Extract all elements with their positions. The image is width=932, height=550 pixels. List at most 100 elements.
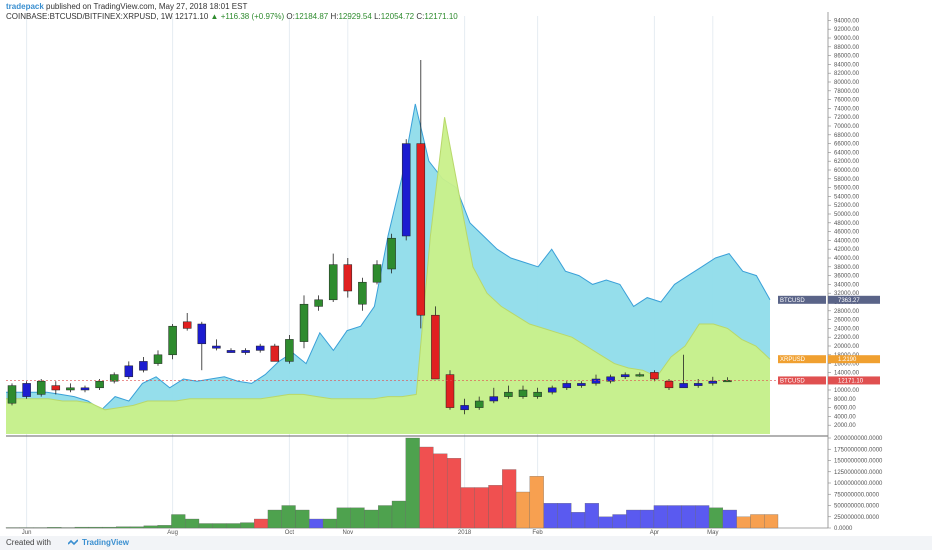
candle-body <box>372 264 382 283</box>
candle <box>635 372 645 377</box>
volume-series <box>5 437 779 529</box>
candle-body <box>401 143 411 237</box>
volume-bar <box>612 514 627 529</box>
volume-bar <box>378 505 393 529</box>
price-tick-label: 54000.00 <box>834 194 860 200</box>
price-tick-label: 46000.00 <box>834 230 860 236</box>
candle <box>182 313 192 331</box>
candle-body <box>7 385 17 404</box>
candle-body <box>66 387 75 391</box>
price-tick-label: 48000.00 <box>834 221 860 227</box>
candle <box>474 396 484 410</box>
ohlc-line: COINBASE:BTCUSD/BITFINEX:XRPUSD, 1W 1217… <box>6 12 826 22</box>
volume-bar <box>722 509 737 529</box>
btcusd-tag: BTCUSD 7363.27 <box>778 295 880 304</box>
volume-tick-label: 1250000000.0000 <box>834 470 883 476</box>
volume-bar <box>212 523 227 529</box>
candle-body <box>51 385 61 391</box>
time-tick-label: Nov <box>342 530 353 536</box>
price-tick-label: 94000.00 <box>834 18 860 24</box>
candle <box>51 381 61 395</box>
candle <box>168 324 177 360</box>
price-tags: BTCUSD 7363.27 XRPUSD 1.2190 BTCUSD 12171.10 <box>6 295 880 385</box>
price-tick-label: 76000.00 <box>834 98 860 104</box>
candle <box>343 258 353 298</box>
candle <box>401 139 411 241</box>
price-tick-label: 86000.00 <box>834 54 860 60</box>
candle-body <box>153 354 163 364</box>
volume-bar <box>639 509 655 529</box>
candle-body <box>650 372 659 380</box>
last-price: 12171.10 <box>174 12 209 21</box>
price-tick-label: 4000.00 <box>834 414 856 420</box>
candle-body <box>139 361 148 371</box>
candle-body <box>241 350 250 353</box>
price-tick-label: 38000.00 <box>834 265 860 271</box>
candlestick-series <box>7 60 732 415</box>
xrpusd-tag-label-bg <box>778 355 826 364</box>
candle-body <box>387 237 396 270</box>
volume-bar <box>157 525 172 529</box>
candle-body <box>22 383 31 397</box>
candle-body <box>36 380 46 395</box>
low-value: 12054.72 <box>380 12 415 21</box>
btcusd-tag-value-bg <box>828 295 880 304</box>
volume-bar <box>336 507 351 529</box>
candle <box>387 233 396 274</box>
candle <box>255 343 265 353</box>
candle <box>7 383 17 406</box>
candle-body <box>358 281 367 305</box>
candle-body <box>95 380 104 389</box>
price-axis[interactable]: 2000.004000.006000.008000.0010000.001200… <box>828 18 883 532</box>
xrpusd-tag-value: 1.2190 <box>838 357 857 363</box>
volume-bar <box>653 505 668 529</box>
volume-bar <box>253 518 269 529</box>
volume-tick-label: 500000000.0000 <box>834 504 880 510</box>
candle <box>372 260 382 285</box>
candle <box>212 339 221 351</box>
price-tick-label: 68000.00 <box>834 133 860 139</box>
candle-body <box>197 323 207 345</box>
candle <box>577 381 586 388</box>
candle-body <box>109 374 119 382</box>
price-tick-label: 66000.00 <box>834 142 860 148</box>
tradingview-brand[interactable]: TradingView <box>82 538 129 547</box>
price-tick-label: 80000.00 <box>834 80 860 86</box>
candle-body <box>489 396 499 402</box>
candle-body <box>693 383 703 386</box>
volume-bar <box>571 512 586 529</box>
candle-body <box>504 391 513 397</box>
volume-bar <box>584 503 599 529</box>
candle <box>445 370 455 410</box>
volume-bar <box>557 503 572 529</box>
price-tick-label: 10000.00 <box>834 388 860 394</box>
volume-bar <box>543 503 558 529</box>
candle <box>66 383 75 393</box>
btcusd-tag-value: 7363.27 <box>838 298 860 304</box>
volume-tick-label: 250000000.0000 <box>834 515 880 521</box>
time-axis[interactable]: Jun Aug Oct Nov 2018 Feb Apr May <box>22 530 719 536</box>
candle <box>650 370 659 382</box>
candle <box>679 354 688 389</box>
price-tick-label: 60000.00 <box>834 168 860 174</box>
volume-tick-label: 750000000.0000 <box>834 492 880 498</box>
volume-bar <box>74 526 89 529</box>
low-label: L: <box>374 12 381 21</box>
volume-tick-label: 0.0000 <box>834 526 853 532</box>
ratio-tag-label-bg <box>778 376 826 385</box>
xrpusd-tag: XRPUSD 1.2190 <box>778 355 880 364</box>
price-tick-label: 74000.00 <box>834 106 860 112</box>
author-link[interactable]: tradepack <box>6 2 44 11</box>
btcusd-tag-label-bg <box>778 295 826 304</box>
volume-bar <box>281 505 296 529</box>
time-tick-label: Jun <box>22 530 32 536</box>
candle-body <box>664 380 674 389</box>
candle <box>460 398 469 415</box>
candle <box>299 295 309 349</box>
ratio-tag-label: BTCUSD <box>780 378 805 384</box>
candle-body <box>518 389 528 397</box>
symbol-label: COINBASE:BTCUSD/BITFINEX:XRPUSD, 1W <box>6 12 173 21</box>
price-tick-label: 82000.00 <box>834 71 860 77</box>
volume-bar <box>736 516 751 529</box>
candle <box>241 348 250 355</box>
